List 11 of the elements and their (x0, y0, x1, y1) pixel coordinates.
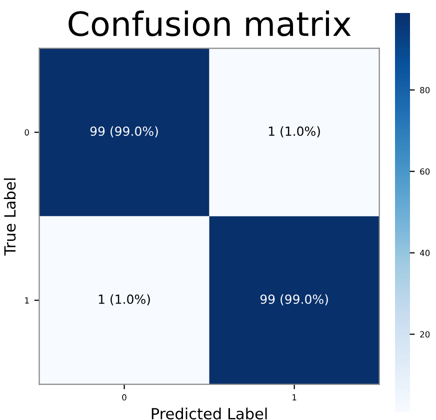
color-bar-label: 80 (420, 86, 430, 94)
data-label: 1 (1.0%) (268, 126, 320, 138)
x-axis-title: Predicted Label (152, 408, 267, 420)
data-label: 1 (1.0%) (98, 294, 150, 306)
color-bar-label: 20 (420, 331, 430, 338)
data-label: 99 (99.0%) (90, 126, 158, 138)
chart-title: Confusion matrix (68, 10, 351, 36)
data-label: 99 (99.0%) (260, 294, 328, 306)
color-bar-label: 60 (420, 168, 430, 175)
y-axis-title: True Label (4, 178, 16, 256)
color-bar-label: 40 (420, 250, 430, 256)
